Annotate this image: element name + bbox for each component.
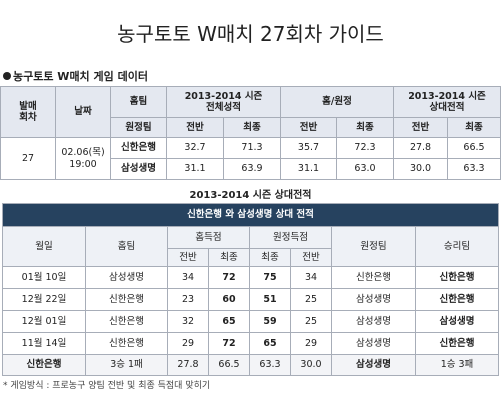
subheader-cell: 원정팀 <box>110 117 167 138</box>
stat-cell: 31.1 <box>166 158 224 180</box>
subheader-cell: 전반 <box>167 248 209 267</box>
record-cell: 신한은행 <box>85 288 168 311</box>
stat-cell: 63.3 <box>447 158 501 180</box>
subheader-cell: 전반 <box>393 117 449 138</box>
record-cell: 11월 14일 <box>2 332 86 355</box>
summary-cell: 66.5 <box>208 354 250 376</box>
record-row: 12월 22일 신한은행 23 60 51 25 삼성생명 신한은행 <box>2 288 499 311</box>
header-cell: 원정득점 <box>249 226 332 249</box>
stat-cell: 71.3 <box>223 137 281 159</box>
round-cell: 27 <box>0 137 56 180</box>
record-table: 신한은행 와 삼성생명 상대 전적 월일 홈팀 홈득점 원정득점 원정팀 승리팀… <box>2 203 499 376</box>
record-cell: 신한은행 <box>331 266 416 289</box>
record-cell: 60 <box>208 288 250 311</box>
header-cell: 2013-2014 시즌 상대전적 <box>393 86 501 118</box>
header-cell: 홈팀 <box>85 226 168 267</box>
record-row: 12월 01일 신한은행 32 65 59 25 삼성생명 삼성생명 <box>2 310 499 333</box>
stat-cell: 30.0 <box>393 158 449 180</box>
date-cell: 02.06(목) 19:00 <box>55 137 111 180</box>
subheader-cell: 전반 <box>166 117 224 138</box>
record-cell: 01월 10일 <box>2 266 86 289</box>
summary-cell: 63.3 <box>249 354 291 376</box>
record-cell: 29 <box>167 332 209 355</box>
record-cell: 삼성생명 <box>331 310 416 333</box>
record-cell: 51 <box>249 288 291 311</box>
summary-row: 신한은행 3승 1패 27.8 66.5 63.3 30.0 삼성생명 1승 3패 <box>2 354 499 376</box>
page-title: 농구토토 W매치 27회차 가이드 <box>117 22 384 46</box>
stat-cell: 63.9 <box>223 158 281 180</box>
record-cell: 신한은행 <box>415 266 499 289</box>
summary-cell: 1승 3패 <box>415 354 499 376</box>
stat-cell: 72.3 <box>335 137 395 159</box>
record-cell: 25 <box>290 310 332 333</box>
record-cell: 25 <box>290 288 332 311</box>
header-cell: 월일 <box>2 226 86 267</box>
record-cell: 삼성생명 <box>415 310 499 333</box>
header-cell: 날짜 <box>55 86 111 138</box>
team-cell: 삼성생명 <box>110 158 167 180</box>
section-heading-text: 농구토토 W매치 게임 데이터 <box>13 70 148 83</box>
subheader-cell: 전반 <box>290 248 332 267</box>
subheader-cell: 최종 <box>447 117 501 138</box>
record-cell: 65 <box>208 310 250 333</box>
team-cell: 신한은행 <box>110 137 167 159</box>
record-cell: 12월 22일 <box>2 288 86 311</box>
game-table: 발매 회차 날짜 홈팀 2013-2014 시즌 전체성적 홈/원정 2013-… <box>0 86 501 180</box>
section-heading: 농구토토 W매치 게임 데이터 <box>3 68 148 84</box>
header-cell: 홈/원정 <box>279 86 395 118</box>
header-cell: 홈팀 <box>110 86 167 118</box>
summary-cell: 3승 1패 <box>85 354 168 376</box>
stat-cell: 32.7 <box>166 137 224 159</box>
record-row: 01월 10일 삼성생명 34 72 75 34 신한은행 신한은행 <box>2 266 499 289</box>
record-cell: 34 <box>290 266 332 289</box>
header-cell: 원정팀 <box>331 226 416 267</box>
record-cell: 65 <box>249 332 291 355</box>
record-cell: 23 <box>167 288 209 311</box>
record-row: 11월 14일 신한은행 29 72 65 29 삼성생명 신한은행 <box>2 332 499 355</box>
stat-cell: 27.8 <box>393 137 449 159</box>
record-cell: 29 <box>290 332 332 355</box>
subheader-cell: 최종 <box>223 117 281 138</box>
header-cell: 승리팀 <box>415 226 499 267</box>
record-cell: 신한은행 <box>85 310 168 333</box>
record-cell: 59 <box>249 310 291 333</box>
record-cell: 삼성생명 <box>331 288 416 311</box>
record-cell: 신한은행 <box>85 332 168 355</box>
record-title: 2013-2014 시즌 상대전적 <box>189 190 312 201</box>
stat-cell: 63.0 <box>335 158 395 180</box>
record-cell: 12월 01일 <box>2 310 86 333</box>
record-cell: 신한은행 <box>415 332 499 355</box>
stat-cell: 31.1 <box>280 158 337 180</box>
banner: 신한은행 와 삼성생명 상대 전적 <box>2 203 499 227</box>
header-cell: 발매 회차 <box>0 86 56 138</box>
time: 19:00 <box>69 158 97 170</box>
header-cell: 홈득점 <box>167 226 250 249</box>
subheader-cell: 최종 <box>335 117 395 138</box>
record-cell: 75 <box>249 266 291 289</box>
note: * 게임방식 : 프로농구 양팀 전반 및 최종 득점대 맞히기 <box>3 381 211 391</box>
record-cell: 72 <box>208 332 250 355</box>
subheader-cell: 최종 <box>208 248 250 267</box>
record-cell: 34 <box>167 266 209 289</box>
stat-cell: 35.7 <box>280 137 337 159</box>
summary-cell: 30.0 <box>290 354 332 376</box>
summary-cell: 삼성생명 <box>331 354 416 376</box>
date: 02.06(목) <box>61 147 105 159</box>
stat-cell: 66.5 <box>447 137 501 159</box>
record-cell: 삼성생명 <box>85 266 168 289</box>
summary-cell: 신한은행 <box>2 354 86 376</box>
subheader-cell: 전반 <box>280 117 337 138</box>
summary-cell: 27.8 <box>167 354 209 376</box>
record-cell: 32 <box>167 310 209 333</box>
record-cell: 72 <box>208 266 250 289</box>
subheader-cell: 최종 <box>249 248 291 267</box>
record-cell: 삼성생명 <box>331 332 416 355</box>
record-cell: 신한은행 <box>415 288 499 311</box>
header-cell: 2013-2014 시즌 전체성적 <box>166 86 281 118</box>
